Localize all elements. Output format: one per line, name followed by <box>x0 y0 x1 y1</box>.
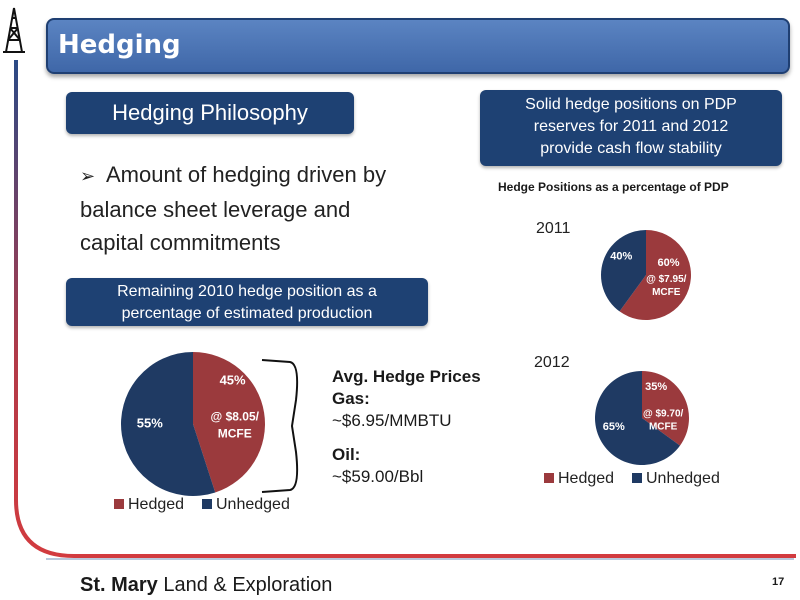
hedging-philosophy-box: Hedging Philosophy <box>66 92 354 134</box>
legend-unhedged-label: Unhedged <box>646 470 720 487</box>
arrow-bullet-icon: ➢ <box>80 166 96 186</box>
philosophy-bullet: ➢ Amount of hedging driven by balance she… <box>80 158 440 259</box>
pie-slice-2011-unhedged <box>601 230 646 312</box>
remaining-line-1: Remaining 2010 hedge position as a <box>117 283 377 300</box>
legend-hedged-label: Hedged <box>128 496 184 513</box>
oil-label: Oil: <box>332 445 361 464</box>
price-note-2010-1: MCFE <box>218 426 252 440</box>
avg-hedge-prices: Avg. Hedge Prices Gas: ~$6.95/MMBTU Oil:… <box>332 366 481 488</box>
pie-slice-2010-hedged <box>193 352 265 493</box>
solid-line-3: provide cash flow stability <box>540 140 722 157</box>
remaining-line-2: percentage of estimated production <box>121 305 373 322</box>
legend-unhedged-label: Unhedged <box>216 496 290 513</box>
title-bar: Hedging <box>46 18 790 74</box>
oil-value: ~$59.00/Bbl <box>332 467 424 486</box>
year-2012-label: 2012 <box>534 354 570 371</box>
legend-hedged-swatch <box>544 473 554 483</box>
page-title: Hedging <box>58 30 181 60</box>
pie-slice-2012-unhedged <box>595 371 681 465</box>
price-note-2012-0: @ $9.70/ <box>643 409 684 420</box>
legend-hedged-swatch <box>114 499 124 509</box>
pie-label-2010-unhedged: 55% <box>137 416 163 431</box>
pie-label-2012-hedged: 35% <box>645 381 667 393</box>
bullet-line-1: Amount of hedging driven by <box>106 162 387 187</box>
pdp-chart-title: Hedge Positions as a percentage of PDP <box>498 180 729 194</box>
legend-unhedged-swatch <box>632 473 642 483</box>
legend-hedged-label: Hedged <box>558 470 614 487</box>
company-logo: St. Mary Land & Exploration <box>80 574 332 597</box>
gas-value: ~$6.95/MMBTU <box>332 411 452 430</box>
price-note-2012-1: MCFE <box>649 422 678 433</box>
price-note-2011-0: @ $7.95/ <box>646 274 687 285</box>
oil-derrick-icon <box>3 7 25 53</box>
pie-slice-2011-hedged <box>619 230 691 320</box>
logo-rest: Land & Exploration <box>163 574 333 596</box>
bracket <box>261 359 299 493</box>
pie-label-2011-unhedged: 40% <box>610 250 632 262</box>
pie-slice-2012-hedged <box>642 371 690 446</box>
logo-bold: St. Mary <box>80 574 158 596</box>
footer-rule <box>46 558 794 560</box>
legend-unhedged-swatch <box>202 499 212 509</box>
remaining-2010-box: Remaining 2010 hedge position as a perce… <box>66 278 428 326</box>
bullet-line-2: balance sheet leverage and <box>80 197 351 222</box>
price-note-2011-1: MCFE <box>652 287 681 298</box>
page-number: 17 <box>772 576 785 588</box>
pie-label-2011-hedged: 60% <box>657 257 679 269</box>
avg-heading: Avg. Hedge Prices <box>332 367 481 386</box>
bullet-line-3: capital commitments <box>80 230 281 255</box>
price-note-2010-0: @ $8.05/ <box>211 409 260 423</box>
pie-label-2012-unhedged: 65% <box>603 421 625 433</box>
pie-label-2010-hedged: 45% <box>220 372 246 387</box>
year-2011-label: 2011 <box>536 220 571 237</box>
solid-line-1: Solid hedge positions on PDP <box>525 96 737 113</box>
solid-hedge-box: Solid hedge positions on PDP reserves fo… <box>480 90 782 166</box>
gas-label: Gas: <box>332 389 370 408</box>
pie-slice-2010-unhedged <box>120 352 216 497</box>
solid-line-2: reserves for 2011 and 2012 <box>533 118 729 135</box>
